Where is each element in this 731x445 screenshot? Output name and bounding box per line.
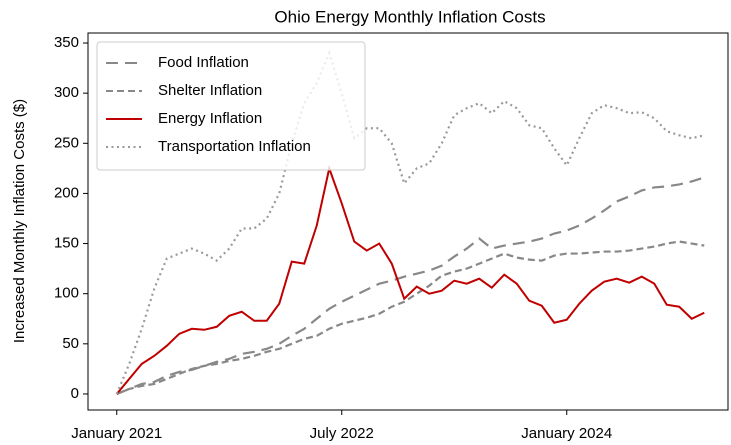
y-tick-label: 150 — [54, 235, 79, 252]
y-tick-label: 250 — [54, 134, 79, 151]
legend-label: Shelter Inflation — [158, 82, 262, 99]
chart-title: Ohio Energy Monthly Inflation Costs — [274, 7, 545, 26]
x-tick-label: July 2022 — [310, 425, 374, 442]
series-line — [116, 240, 705, 395]
plot-frame — [87, 32, 729, 411]
y-tick-label: 200 — [54, 184, 79, 201]
y-tick-label: 100 — [54, 285, 79, 302]
x-tick-label: January 2021 — [71, 425, 162, 442]
legend-label: Transportation Inflation — [158, 138, 311, 155]
y-tick-label: 50 — [62, 335, 79, 352]
y-tick-label: 0 — [71, 385, 79, 402]
series-line — [116, 176, 705, 395]
y-tick-label: 300 — [54, 84, 79, 101]
y-tick-label: 350 — [54, 34, 79, 51]
legend-label: Food Inflation — [158, 54, 249, 71]
x-tick-label: January 2024 — [521, 425, 612, 442]
y-axis-label: Increased Monthly Inflation Costs ($) — [11, 99, 28, 343]
series-line — [115, 49, 705, 395]
series-line — [115, 164, 705, 395]
legend-label: Energy Inflation — [158, 110, 262, 127]
legend-box — [96, 41, 366, 171]
